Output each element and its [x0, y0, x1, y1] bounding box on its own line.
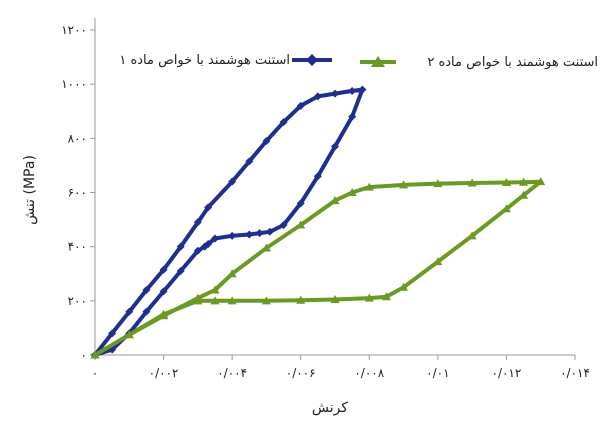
data-point: [159, 309, 169, 318]
data-point: [519, 190, 529, 199]
legend-label-series-1: استنت هوشمند با خواص ماده ۱: [119, 53, 290, 68]
data-point: [433, 179, 443, 188]
legend: استنت هوشمند با خواص ماده ۱ استنت هوشمند…: [119, 53, 598, 70]
data-point: [210, 285, 220, 294]
data-point: [501, 177, 511, 186]
legend-item-series-1: استنت هوشمند با خواص ماده ۱: [119, 53, 332, 68]
data-point: [142, 286, 151, 294]
y-tick-label: ۱۲۰۰: [61, 23, 87, 37]
x-tick-label: ۰/۰۰۶: [286, 366, 316, 380]
data-point: [261, 243, 271, 252]
data-point: [159, 287, 168, 296]
legend-marker-series-2: [371, 56, 385, 67]
axes: [94, 18, 575, 356]
data-point: [193, 218, 202, 227]
x-tick-label: ۰/۰۰۸: [354, 366, 384, 380]
data-point: [176, 267, 185, 276]
data-point: [348, 112, 357, 121]
data-point: [142, 307, 151, 316]
data-point: [433, 257, 443, 266]
data-point: [364, 182, 374, 191]
series-1: [91, 85, 367, 359]
x-tick-label: ۰/۰۱۲: [492, 366, 522, 380]
data-point: [536, 177, 546, 186]
x-tick-label: ۰/۰۱۴: [560, 366, 590, 380]
data-point: [108, 329, 117, 338]
data-point: [296, 101, 305, 110]
data-point: [519, 177, 529, 186]
x-tick-label: ۰/۰۰۲: [149, 366, 179, 380]
data-point: [347, 188, 357, 196]
y-axis-title: تنش (MPa): [22, 155, 38, 225]
data-point: [228, 231, 237, 240]
data-point: [193, 296, 203, 305]
x-tick-label: ۰/۰۰۴: [217, 366, 247, 380]
data-point: [296, 295, 306, 304]
data-point: [124, 330, 134, 339]
legend-label-series-2: استنت هوشمند با خواص ماده ۲: [427, 55, 598, 70]
data-point: [255, 229, 264, 238]
data-point: [348, 86, 357, 95]
legend-item-series-2: استنت هوشمند با خواص ماده ۲: [360, 55, 598, 70]
data-point: [262, 137, 271, 146]
data-point: [330, 196, 340, 205]
data-point: [313, 92, 322, 101]
data-point: [210, 296, 220, 305]
y-tick-label: ۱۰۰۰: [61, 77, 87, 91]
series-layer: [90, 85, 546, 359]
data-point: [204, 203, 213, 212]
y-tick-label: ۰: [81, 348, 87, 362]
series-line: [93, 87, 365, 357]
series-2: [90, 177, 546, 359]
data-point: [200, 242, 209, 251]
data-point: [228, 177, 237, 186]
data-point: [313, 172, 322, 181]
data-point: [227, 269, 237, 278]
data-point: [193, 246, 202, 255]
y-tick-label: ۸۰۰: [68, 131, 87, 145]
data-point: [245, 230, 254, 239]
data-point: [125, 307, 134, 316]
data-point: [159, 265, 168, 274]
data-point: [399, 180, 409, 189]
data-point: [261, 296, 271, 305]
data-point: [467, 231, 477, 240]
y-tick-label: ۴۰۰: [68, 240, 87, 254]
data-point: [296, 220, 306, 229]
data-point: [467, 178, 477, 187]
data-point: [90, 350, 100, 359]
data-point: [381, 292, 391, 301]
data-point: [358, 85, 367, 94]
data-point: [227, 296, 237, 305]
data-point: [364, 293, 374, 302]
legend-marker-series-1: [306, 54, 318, 66]
x-tick-group: ۰ ۰/۰۰۲ ۰/۰۰۴ ۰/۰۰۶ ۰/۰۰۸ ۰/۰۱ ۰/۰۱۲ ۰/۰۱۴: [92, 355, 590, 380]
x-tick-label: ۰/۰۱: [426, 366, 449, 380]
data-point: [265, 227, 274, 236]
data-point: [501, 204, 511, 213]
data-point: [211, 234, 219, 243]
data-point: [296, 199, 305, 208]
y-tick-group: ۰ ۲۰۰ ۴۰۰ ۶۰۰ ۸۰۰ ۱۰۰۰ ۱۲۰۰: [61, 23, 95, 362]
data-point: [399, 282, 409, 291]
data-point: [245, 157, 254, 166]
x-tick-label: ۰: [92, 366, 98, 380]
y-tick-label: ۲۰۰: [68, 294, 87, 308]
data-point: [279, 221, 288, 229]
data-point: [331, 142, 339, 151]
data-point: [331, 89, 339, 98]
data-point: [176, 242, 185, 251]
x-axis-title: کرنش: [312, 400, 348, 416]
y-tick-label: ۶۰۰: [68, 186, 87, 200]
data-point: [330, 294, 340, 303]
data-point: [279, 118, 288, 127]
